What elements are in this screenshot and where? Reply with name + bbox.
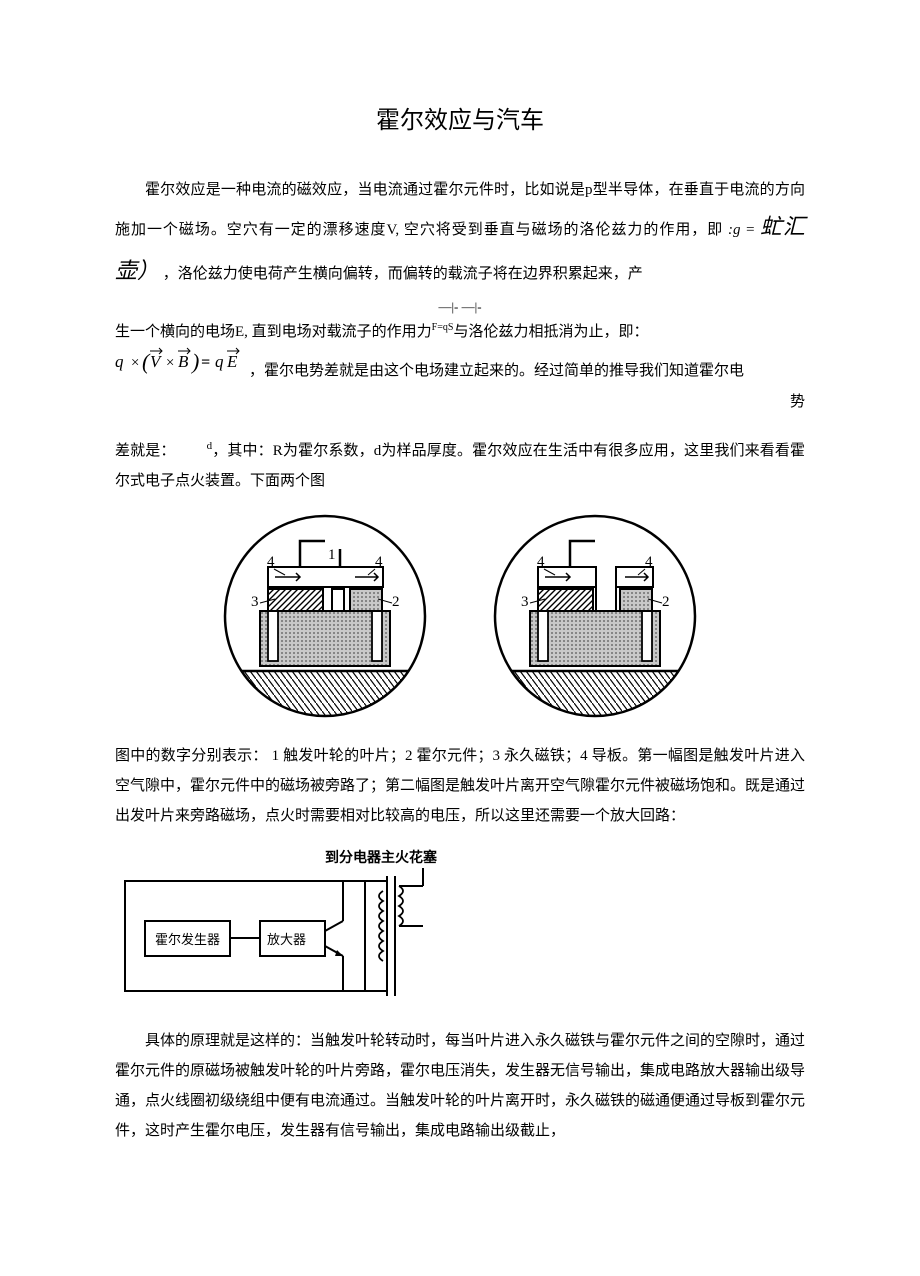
svg-text:): )	[190, 349, 199, 374]
formula-svg: q × ( V × B ) = q E	[115, 347, 245, 375]
svg-text:E: E	[226, 352, 238, 371]
paragraph-5: 图中的数字分别表示： 1 触发叶轮的叶片；2 霍尔元件；3 永久磁铁；4 导板。…	[115, 741, 805, 831]
fig1-label-3: 3	[251, 594, 259, 610]
figure-1-left: 1 4 4 3 2	[220, 511, 430, 721]
svg-text:q: q	[215, 352, 224, 371]
svg-text:4: 4	[645, 554, 653, 570]
fig1-label-2: 2	[392, 594, 400, 610]
paragraph-2: 生一个横向的电场E, 直到电场对载流子的作用力F=qS与洛伦兹力相抵消为止，即：	[115, 317, 805, 347]
figure-2-svg: 到分电器主火花塞 霍尔发生器 放大器	[115, 846, 455, 1001]
paragraph-6: 具体的原理就是这样的：当触发叶轮转动时，每当叶片进入永久磁铁与霍尔元件之间的空隙…	[115, 1026, 805, 1146]
fig2-block-1: 霍尔发生器	[155, 932, 220, 947]
spacer	[115, 417, 805, 435]
figure-2-row: 到分电器主火花塞 霍尔发生器 放大器	[115, 846, 805, 1001]
svg-text:B: B	[178, 352, 189, 371]
svg-text:×: ×	[165, 355, 175, 371]
svg-text:×: ×	[130, 355, 140, 371]
fig1-label-4a: 4	[267, 554, 275, 570]
para1-text1: 霍尔效应是一种电流的磁效应，当电流通过霍尔元件时，比如说是p型半导体，在垂直于电…	[115, 182, 805, 238]
svg-text:2: 2	[662, 594, 670, 610]
fig2-block-2: 放大器	[267, 932, 306, 947]
center-marks: —|- —|-	[115, 299, 805, 315]
svg-text:=: =	[201, 354, 210, 371]
fig1-label-1: 1	[328, 547, 336, 563]
paragraph-4: 差就是： d，其中：R为霍尔系数，d为样品厚度。霍尔效应在生活中有很多应用，这里…	[115, 435, 805, 496]
svg-text:V: V	[150, 352, 163, 371]
svg-text:q: q	[115, 352, 124, 371]
para4-text2: ，其中：R为霍尔系数，d为样品厚度。霍尔效应在生活中有很多应用，这里我们来看看霍…	[115, 443, 805, 489]
figure-1-right: 4 4 3 2	[490, 511, 700, 721]
svg-text:4: 4	[537, 554, 545, 570]
figure-1-row: 1 4 4 3 2	[115, 511, 805, 721]
para2-sup: F=qS	[432, 322, 454, 333]
para2-text2: 与洛伦兹力相抵消为止，即：	[453, 324, 648, 340]
fig2-title: 到分电器主火花塞	[325, 849, 438, 866]
para2-text1: 生一个横向的电场E, 直到电场对载流子的作用力	[115, 324, 432, 340]
para3-text1: ，霍尔电势差就是由这个电场建立起来的。经过简单的推导我们知道霍尔电	[249, 363, 744, 379]
formula-line: q × ( V × B ) = q E ，霍尔电势差就是由这个电场建立起来的。经…	[115, 347, 805, 387]
para1-text2: ，洛伦兹力使电荷产生横向偏转，而偏转的载流子将在边界积累起来，产	[163, 266, 643, 282]
paragraph-1: 霍尔效应是一种电流的磁效应，当电流通过霍尔元件时，比如说是p型半导体，在垂直于电…	[115, 175, 805, 293]
svg-text:3: 3	[521, 594, 529, 610]
document-page: 霍尔效应与汽车 霍尔效应是一种电流的磁效应，当电流通过霍尔元件时，比如说是p型半…	[0, 0, 920, 1276]
paragraph-3-trail: 势	[115, 387, 805, 417]
fig1-label-4b: 4	[375, 554, 383, 570]
formula-prefix: :g =	[728, 222, 760, 238]
formula-block: q × ( V × B ) = q E	[115, 362, 249, 379]
para4-text1: 差就是：	[115, 443, 176, 459]
page-title: 霍尔效应与汽车	[115, 100, 805, 135]
